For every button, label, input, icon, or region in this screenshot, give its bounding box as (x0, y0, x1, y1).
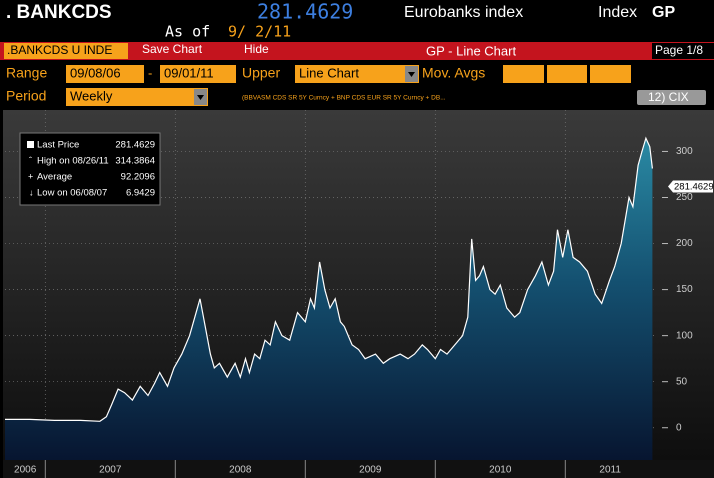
function: GP (652, 4, 675, 21)
dropdown-arrow (408, 72, 415, 77)
page-number[interactable]: Page 1/8 (655, 43, 703, 57)
end-date: 09/01/11 (164, 65, 214, 80)
upper-box[interactable] (295, 65, 419, 83)
mov-box[interactable] (590, 65, 631, 83)
security-box[interactable] (4, 43, 128, 59)
legend-icon: + (28, 171, 33, 181)
start-box[interactable] (66, 65, 144, 83)
legend-icon: ˆ (29, 155, 32, 165)
legend-label: High on 08/26/11 (37, 156, 109, 167)
price-tag (668, 180, 713, 193)
y-tick-label: 300 (676, 146, 693, 157)
price: 281.4629 (257, 0, 353, 24)
upper-label: Upper (242, 65, 280, 81)
legend-label: Low on 06/08/07 (37, 188, 107, 199)
y-tick-label: 50 (676, 376, 688, 387)
as-of-date: 9/ 2/11 (228, 23, 291, 41)
x-tick-label: 2008 (229, 465, 252, 476)
hide[interactable]: Hide (244, 42, 269, 56)
legend (19, 132, 161, 206)
start-date: 09/08/06 (70, 65, 121, 80)
cix-label: 12) CIX (648, 90, 689, 104)
index-name: Eurobanks index (404, 4, 523, 21)
y-tick-label: 100 (676, 330, 693, 341)
y-tick-label: 250 (676, 192, 693, 203)
range-dash: - (148, 65, 152, 80)
x-tick-label: 2011 (599, 465, 621, 476)
x-axis-band (3, 460, 714, 478)
end-box[interactable] (160, 65, 236, 83)
y-tick-label: 150 (676, 284, 693, 295)
legend-value: 6.9429 (126, 188, 155, 199)
legend-value: 281.4629 (115, 140, 155, 151)
mov-avgs-label: Mov. Avgs (422, 65, 485, 81)
mov-box[interactable] (547, 65, 587, 83)
legend-value: 92.2096 (121, 172, 155, 183)
legend-icon: ↓ (29, 187, 34, 197)
market: Index (598, 4, 637, 21)
mov-box[interactable] (503, 65, 544, 83)
upper-value: Line Chart (299, 65, 359, 80)
period-box[interactable] (66, 88, 208, 106)
x-tick-label: 2010 (489, 465, 512, 476)
period-label: Period (6, 88, 46, 104)
as-of-label: As of (165, 23, 210, 41)
save-chart[interactable]: Save Chart (142, 42, 203, 56)
legend-label: Average (37, 172, 72, 183)
x-tick-label: 2007 (99, 465, 122, 476)
period-value: Weekly (70, 88, 113, 103)
page-box (652, 43, 714, 59)
ticker: . BANKCDS (6, 2, 112, 23)
y-tick-label: 200 (676, 238, 693, 249)
line (5, 136, 653, 422)
cix-button[interactable] (637, 90, 706, 105)
area (5, 138, 653, 460)
toolbar-title: GP - Line Chart (426, 43, 516, 58)
legend-value: 314.3864 (115, 156, 155, 167)
price-tag-label: 281.4629 (674, 182, 714, 193)
formula: (BBVASM CDS SR 5Y Curncy + BNP CDS EUR S… (242, 95, 446, 102)
legend-label: Last Price (37, 140, 79, 151)
range-label: Range (6, 65, 47, 81)
y-tick-label: 0 (676, 422, 682, 433)
x-tick-label: 2009 (359, 465, 382, 476)
dropdown-arrow (197, 95, 204, 100)
security: .BANKCDS U INDE (7, 43, 112, 57)
toolbar (0, 42, 714, 60)
x-tick-label: 2006 (14, 465, 37, 476)
legend-swatch (27, 141, 34, 148)
